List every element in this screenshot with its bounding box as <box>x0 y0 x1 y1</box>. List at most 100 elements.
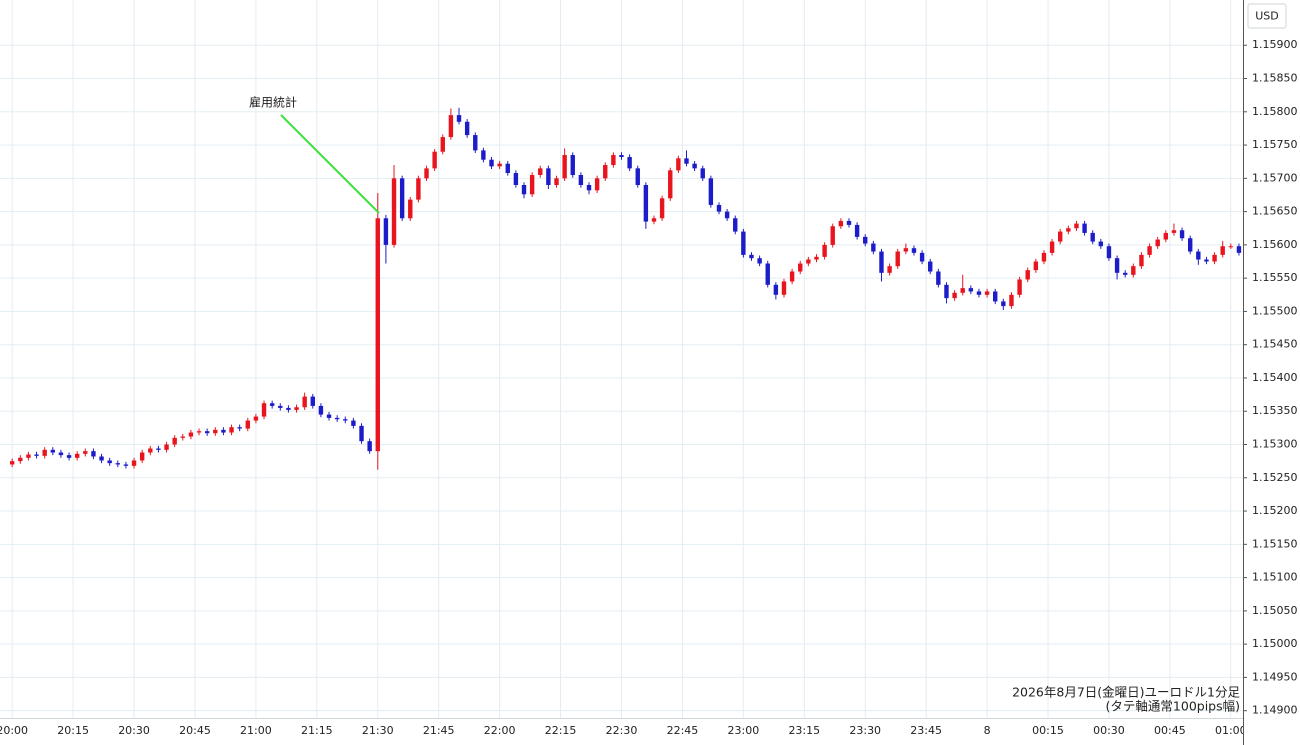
candle-body <box>521 184 527 195</box>
candle-body <box>196 431 202 433</box>
candle-body <box>1155 239 1160 247</box>
candle-body <box>156 448 161 450</box>
candle-body <box>115 463 121 465</box>
candle-body <box>798 263 803 272</box>
x-tick-label: 00:45 <box>1154 724 1186 737</box>
candle-body <box>399 178 405 219</box>
currency-box <box>1247 3 1287 29</box>
x-tick-label: 20:45 <box>179 724 211 737</box>
y-tick-label: 1.15700 <box>1252 171 1298 184</box>
y-tick-label: 1.15000 <box>1252 637 1298 650</box>
candle-body <box>9 461 15 465</box>
candle-body <box>440 137 445 152</box>
candle-body <box>863 236 868 244</box>
x-tick-label: 01:00 <box>1215 724 1247 737</box>
candle-body <box>1187 238 1193 252</box>
candle-body <box>1179 230 1185 239</box>
candle-body <box>375 218 380 452</box>
candle-body <box>944 284 949 299</box>
candle-body <box>432 151 437 169</box>
x-tick-label: 23:15 <box>788 724 820 737</box>
candle-body <box>708 178 714 205</box>
annotation-line <box>280 114 380 214</box>
candle-body <box>448 115 454 138</box>
candle-body <box>172 437 177 445</box>
x-tick-label: 8 <box>984 724 991 737</box>
candle-body <box>188 432 194 437</box>
candle-body <box>887 266 892 273</box>
candle-body <box>1058 231 1063 242</box>
candle-body <box>586 184 592 191</box>
candle-body <box>529 175 535 195</box>
candle-body <box>781 281 787 295</box>
candle-body <box>578 175 584 185</box>
candle-body <box>659 198 665 219</box>
x-tick-label: 00:15 <box>1032 724 1064 737</box>
y-tick-label: 1.15800 <box>1252 105 1298 118</box>
candle-body <box>26 454 31 458</box>
candle-body <box>919 252 925 262</box>
candle-body <box>1204 259 1209 262</box>
candle-body <box>903 248 909 252</box>
y-tick-label: 1.15850 <box>1252 72 1298 85</box>
candle-body <box>139 452 145 461</box>
candle-body <box>1139 254 1144 267</box>
y-tick-label: 1.15500 <box>1252 304 1298 317</box>
candle-body <box>1220 246 1225 255</box>
candle-body <box>838 220 844 227</box>
x-tick-label: 23:00 <box>728 724 760 737</box>
candle-body <box>1001 301 1006 307</box>
candle-body <box>749 254 754 259</box>
candle-body <box>789 271 795 282</box>
candle-body <box>594 178 600 191</box>
candle-body <box>229 427 234 433</box>
candle-body <box>131 460 137 466</box>
candle-body <box>651 218 657 222</box>
candle-body <box>123 464 129 466</box>
candle-body <box>83 451 88 454</box>
candle-body <box>741 231 746 255</box>
candle-body <box>1090 232 1095 242</box>
candle-body <box>1122 272 1128 275</box>
candle-body <box>879 251 884 273</box>
candle-body <box>1041 252 1047 262</box>
candle-body <box>1236 246 1242 253</box>
candle-body <box>968 288 974 292</box>
candle-body <box>456 115 462 122</box>
candle-body <box>692 163 697 169</box>
candle-body <box>814 256 819 260</box>
candle-body <box>58 452 64 456</box>
candle-body <box>269 403 275 406</box>
x-tick-label: 22:45 <box>667 724 699 737</box>
candle-body <box>846 220 852 225</box>
candle-body <box>278 405 283 408</box>
candle-body <box>1212 254 1217 262</box>
y-tick-label: 1.15600 <box>1252 238 1298 251</box>
y-tick-label: 1.15750 <box>1252 138 1298 151</box>
y-tick-label: 1.15200 <box>1252 504 1298 517</box>
candle-body <box>1163 232 1169 240</box>
candle-body <box>676 158 681 171</box>
candle-body <box>513 173 519 185</box>
x-tick-label: 21:15 <box>301 724 333 737</box>
candle-body <box>733 218 738 232</box>
candle-body <box>408 199 413 219</box>
y-tick-label: 1.14950 <box>1252 670 1298 683</box>
candle-body <box>294 407 299 410</box>
candle-body <box>505 163 510 174</box>
candle-body <box>871 243 876 252</box>
y-tick-label: 1.15650 <box>1252 205 1298 218</box>
candle-body <box>180 436 185 438</box>
candle-body <box>993 291 998 302</box>
candle-body <box>911 248 917 253</box>
candle-body <box>42 449 47 456</box>
candle-body <box>204 431 210 434</box>
candle-body <box>416 178 421 200</box>
candle-body <box>302 396 307 408</box>
y-tick-label: 1.15900 <box>1252 38 1298 51</box>
candle-body <box>546 168 551 185</box>
candle-body <box>773 284 779 295</box>
candle-body <box>18 457 23 462</box>
candle-body <box>562 155 567 179</box>
candle-body <box>213 429 218 434</box>
